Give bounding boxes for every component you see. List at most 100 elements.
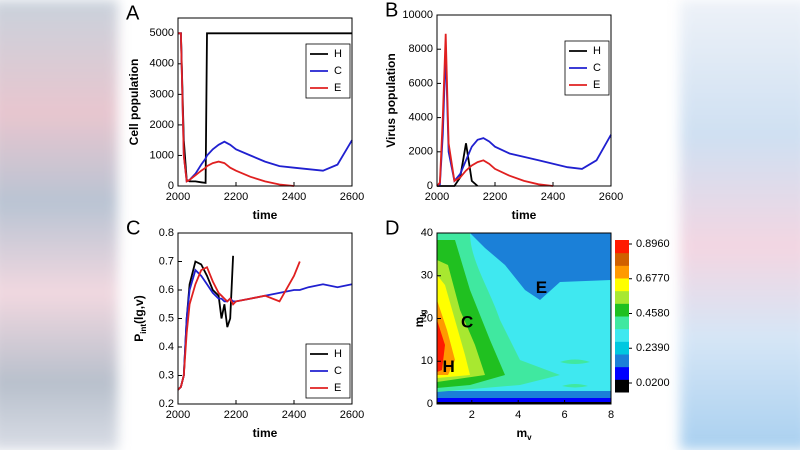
contour-region [437, 320, 445, 372]
y-tick-label: 0.7 [159, 255, 174, 267]
legend-label: H [334, 348, 342, 360]
series-line [178, 32, 295, 187]
y-axis-label-sub: int [139, 324, 148, 334]
legend-label: E [334, 82, 341, 94]
colorbar-label: 0.4580 [636, 307, 670, 319]
x-axis-label-text: time [512, 208, 537, 222]
y-tick-label: 40 [421, 227, 433, 239]
panel-label: C [126, 217, 140, 239]
y-tick-label: 4000 [150, 58, 174, 70]
y-tick-label: 2000 [409, 146, 433, 158]
x-axis-label: time [253, 208, 278, 222]
y-tick-label: 10 [421, 355, 433, 367]
y-tick-label: 8000 [409, 43, 433, 55]
y-tick-label: 0.2 [159, 398, 174, 410]
y-tick-label: 3000 [150, 88, 174, 100]
colorbar-segment [615, 240, 629, 254]
x-tick-label: 2000 [166, 409, 190, 421]
y-axis-label: Pint(lg,v) [132, 295, 148, 341]
y-axis-label: Cell population [127, 59, 141, 146]
x-tick-label: 2600 [340, 409, 364, 421]
y-tick-label: 0 [168, 180, 174, 192]
y-axis-label: Virus population [384, 53, 398, 147]
blurred-background [680, 0, 800, 450]
legend-label: C [334, 65, 342, 77]
contour-region [560, 359, 590, 388]
plot-frame [177, 232, 353, 405]
series-line [436, 33, 554, 187]
y-tick-label: 0.8 [159, 227, 174, 239]
x-axis-label: time [512, 208, 537, 222]
colorbar-segment [615, 265, 629, 279]
y-axis-label-text: P [132, 334, 146, 342]
y-tick-label: 0.4 [159, 341, 174, 353]
plot-frame [177, 17, 353, 187]
y-tick-label: 4000 [409, 112, 433, 124]
legend-label: C [593, 62, 601, 74]
x-axis-label-sub: v [527, 433, 532, 442]
legend-label: C [334, 365, 342, 377]
colorbar-segment [615, 278, 629, 292]
legend-label: H [593, 45, 601, 57]
colorbar-segment [615, 341, 629, 355]
plot-frame [436, 14, 612, 187]
annotation: C [461, 312, 473, 331]
y-tick-label: 30 [421, 270, 433, 282]
y-tick-label: 0.6 [159, 284, 174, 296]
x-axis-label: mv [516, 426, 532, 442]
colorbar-segment [615, 328, 629, 342]
x-tick-label: 2600 [599, 191, 623, 203]
panel-label: A [126, 2, 140, 24]
colorbar-label: 0.6770 [636, 273, 670, 285]
y-axis-label: mlg [412, 309, 428, 327]
annotation: E [536, 278, 547, 297]
colorbar-segment [615, 354, 629, 368]
colorbar-label: 0.8960 [636, 238, 670, 250]
contour-fill [437, 233, 611, 404]
colorbar-segment [615, 290, 629, 304]
x-axis-label-text: m [516, 426, 527, 440]
colorbar-segment [615, 303, 629, 317]
legend-label: H [334, 48, 342, 60]
y-axis-label-sub: lg [419, 309, 428, 316]
panel-label: D [385, 217, 399, 239]
y-tick-label: 1000 [150, 149, 174, 161]
y-tick-label: 0 [427, 180, 433, 192]
colorbar-segment [615, 366, 629, 380]
y-tick-label: 6000 [409, 77, 433, 89]
y-tick-label: 5000 [150, 27, 174, 39]
x-tick-label: 2000 [425, 191, 449, 203]
contour-region [437, 402, 611, 404]
legend-label: E [593, 79, 600, 91]
series-line [177, 261, 301, 391]
colorbar-label: 0.2390 [636, 342, 670, 354]
y-tick-label: 20 [421, 312, 433, 324]
x-tick-label: 2200 [483, 191, 507, 203]
legend-label: E [334, 382, 341, 394]
x-tick-label: 2400 [541, 191, 565, 203]
x-tick-label: 2200 [224, 409, 248, 421]
y-tick-label: 0 [427, 398, 433, 410]
y-axis-label-text: m [412, 317, 426, 328]
plot-frame [436, 232, 612, 405]
panel-label: B [385, 0, 398, 21]
y-axis-label-rest: (lg,v) [132, 295, 146, 324]
y-tick-label: 0.5 [159, 312, 174, 324]
y-tick-label: 10000 [402, 9, 433, 21]
x-axis-label-text: time [253, 426, 278, 440]
x-tick-label: 2600 [340, 191, 364, 203]
x-tick-label: 2000 [166, 191, 190, 203]
contour-region [437, 398, 611, 404]
x-tick-label: 2200 [224, 191, 248, 203]
blurred-background [0, 0, 118, 450]
x-axis-label: time [253, 426, 278, 440]
colorbar-segment [615, 316, 629, 330]
colorbar-segment [615, 379, 629, 393]
x-tick-label: 8 [608, 409, 614, 421]
y-tick-label: 0.3 [159, 369, 174, 381]
x-tick-label: 6 [562, 409, 568, 421]
colorbar-segment [615, 252, 629, 266]
x-tick-label: 2 [469, 409, 475, 421]
